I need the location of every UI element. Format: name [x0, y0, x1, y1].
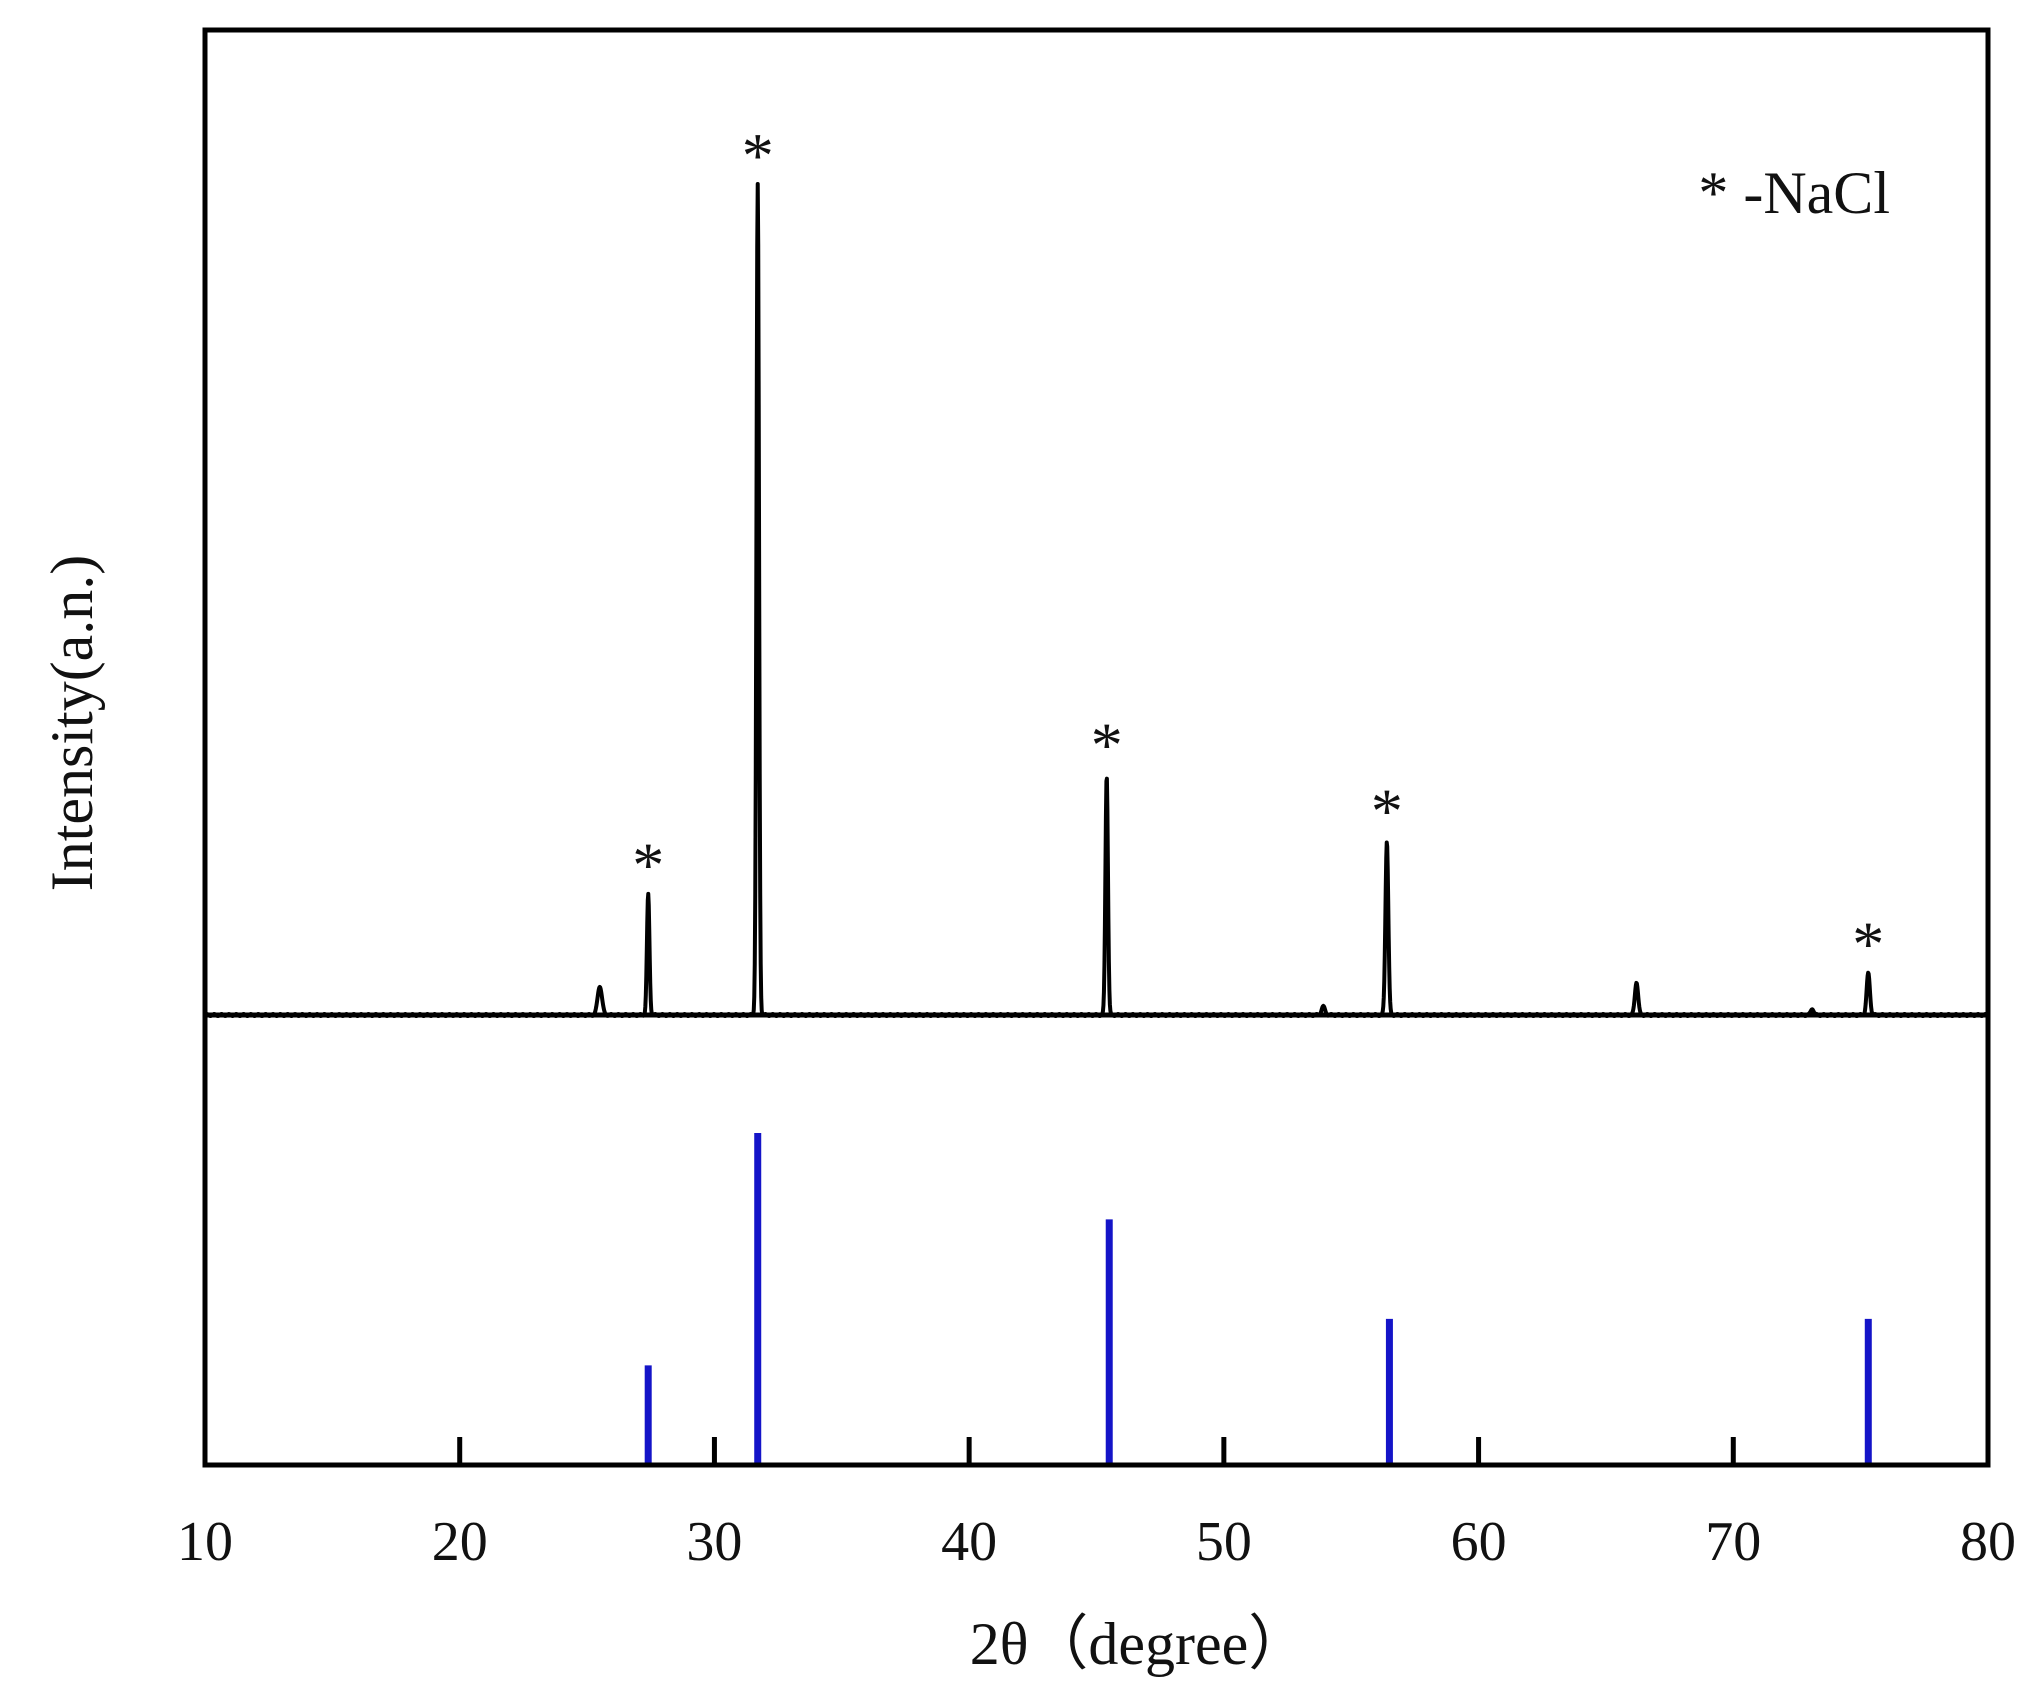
x-tick-label: 60 [1451, 1511, 1507, 1573]
peak-star: * [1371, 776, 1403, 847]
x-tick-label: 40 [941, 1511, 997, 1573]
x-tick-label: 50 [1196, 1511, 1252, 1573]
xrd-pattern-line [203, 182, 1990, 1018]
x-tick-label: 80 [1960, 1511, 2016, 1573]
x-ticks [457, 1437, 1736, 1465]
legend-text: * -NaCl [1698, 160, 1890, 226]
reference-sticks [644, 1133, 1872, 1465]
x-axis-title: 2θ（degree） [970, 1611, 1309, 1677]
peak-annotations: * * * * * [632, 120, 1884, 980]
peak-star: * [632, 830, 664, 901]
x-tick-label: 70 [1705, 1511, 1761, 1573]
plot-frame [202, 27, 1991, 1468]
peak-star: * [742, 120, 774, 191]
peak-star: * [1852, 909, 1884, 980]
x-tick-label: 10 [177, 1511, 233, 1573]
y-axis-title: Intensity(a.n.) [39, 555, 105, 892]
x-tick-label: 20 [432, 1511, 488, 1573]
peak-star: * [1091, 709, 1123, 780]
x-tick-label: 30 [686, 1511, 742, 1573]
x-tick-labels: 10 20 30 40 50 60 70 80 [177, 1511, 2016, 1573]
